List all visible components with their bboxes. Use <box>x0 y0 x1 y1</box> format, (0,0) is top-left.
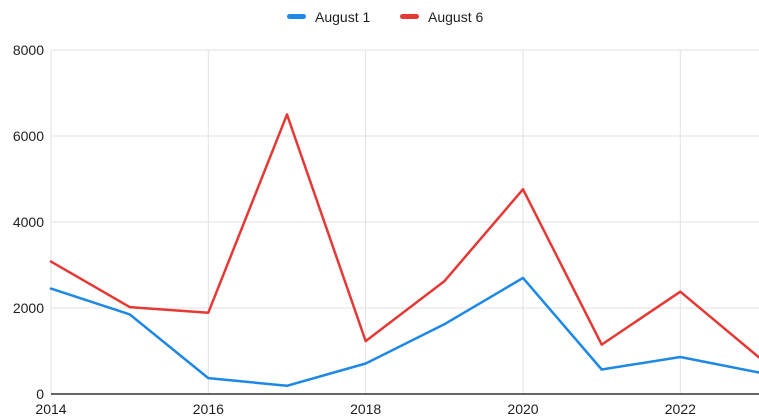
series-line <box>49 113 759 359</box>
data-point <box>521 276 525 280</box>
legend-swatch <box>287 14 306 19</box>
y-tick-label: 8000 <box>13 42 44 58</box>
data-point <box>443 280 446 283</box>
data-point <box>600 343 603 346</box>
data-point <box>364 362 367 365</box>
data-point <box>521 188 525 191</box>
data-point <box>128 313 131 316</box>
data-point <box>679 290 682 293</box>
data-point <box>128 305 131 309</box>
x-tick-label: 2016 <box>193 401 224 417</box>
x-tick-label: 2022 <box>665 401 696 417</box>
data-point <box>49 260 53 263</box>
data-point <box>207 376 210 380</box>
legend-swatch <box>400 14 419 19</box>
legend-label: August 6 <box>428 9 483 25</box>
chart-grid <box>50 49 759 394</box>
x-tick-label: 2020 <box>507 401 538 417</box>
x-tick-label: 2014 <box>35 401 66 417</box>
x-tick-label: 2018 <box>350 401 381 417</box>
y-tick-label: 0 <box>36 386 44 402</box>
y-axis-ticks: 0 2000 4000 6000 8000 <box>13 42 44 402</box>
chart-series <box>49 113 759 388</box>
data-point <box>207 311 210 314</box>
data-point <box>600 368 603 371</box>
series-line <box>49 276 759 388</box>
y-tick-label: 2000 <box>13 300 44 316</box>
chart-legend: August 1 August 6 <box>287 9 483 25</box>
data-point <box>285 113 289 116</box>
data-point <box>679 355 682 359</box>
y-tick-label: 6000 <box>13 128 44 144</box>
data-point <box>364 339 367 343</box>
x-axis-ticks: 2014 2016 2018 2020 2022 <box>35 401 696 417</box>
data-point <box>443 323 446 326</box>
data-point <box>285 384 289 388</box>
legend-label: August 1 <box>315 9 370 25</box>
data-point <box>49 287 53 290</box>
y-tick-label: 4000 <box>13 214 44 230</box>
